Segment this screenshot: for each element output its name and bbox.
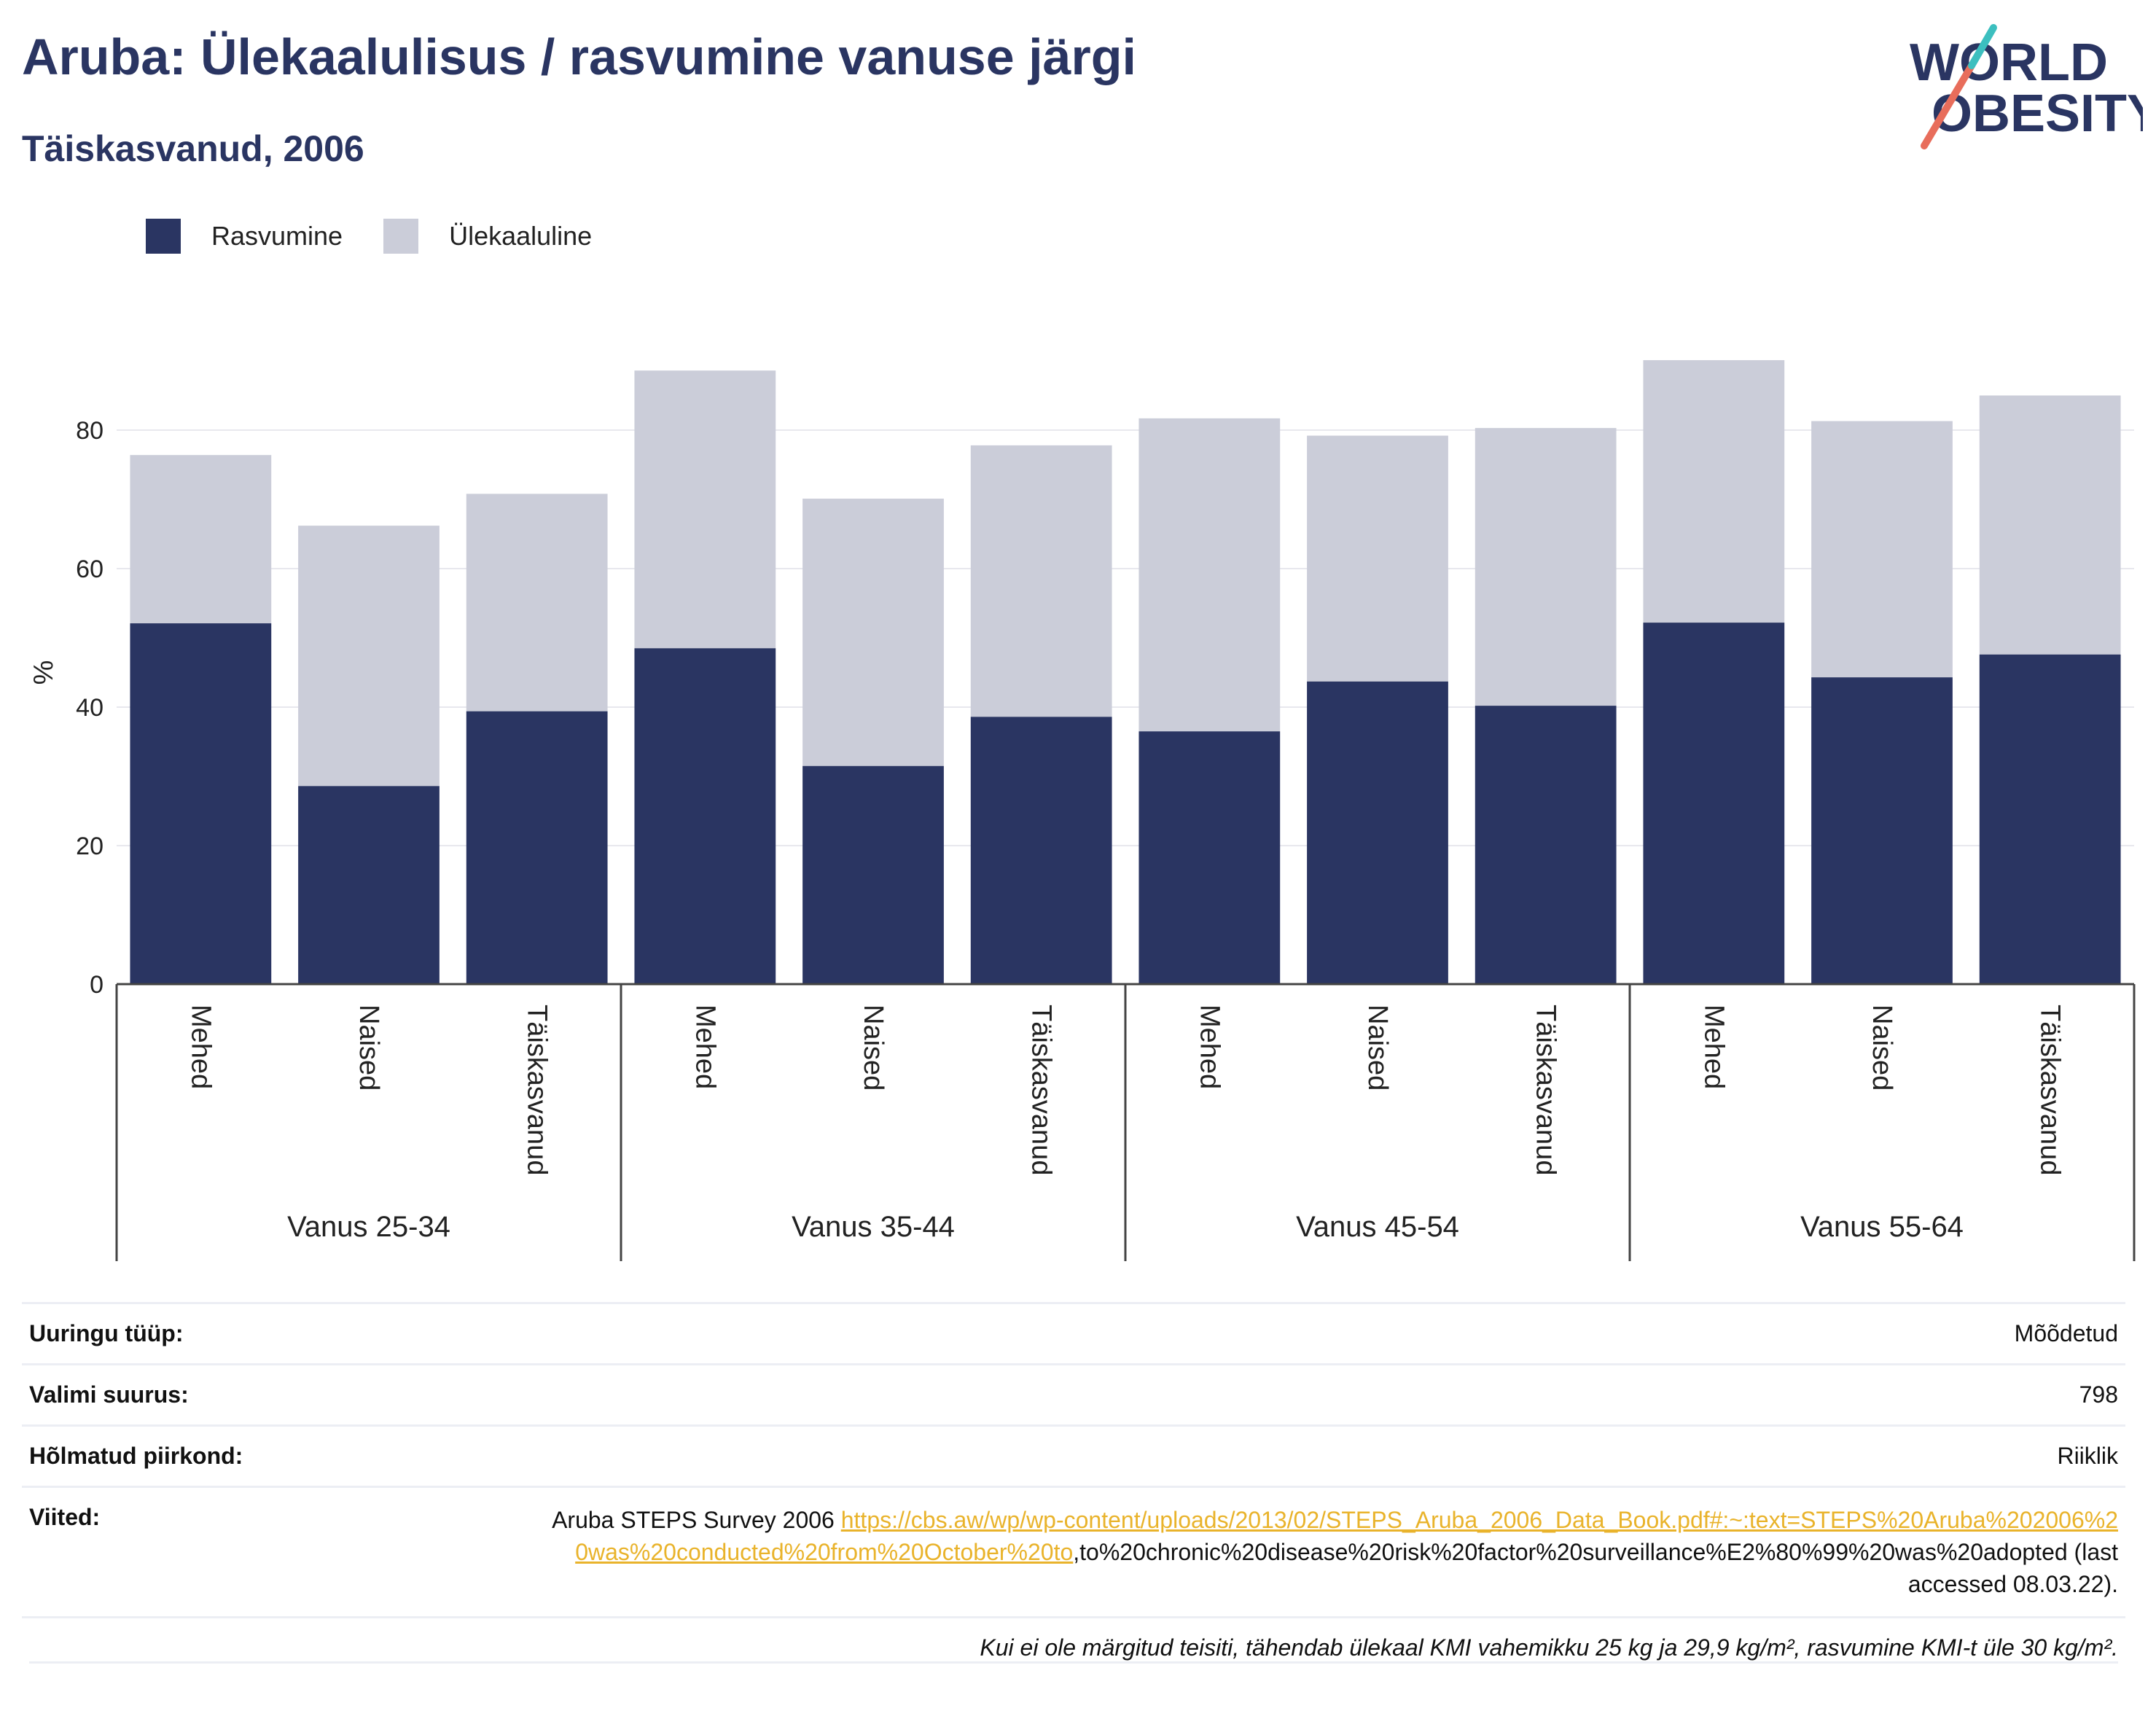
legend-label-obesity: Rasvumine: [211, 221, 343, 251]
bar-overweight: [1307, 435, 1448, 682]
references-link[interactable]: https://cbs.aw/wp/wp-content/uploads/201…: [575, 1507, 2118, 1565]
bar-obesity: [466, 711, 608, 984]
x-category-label: Naised: [858, 1005, 888, 1091]
references-prefix: Aruba STEPS Survey 2006: [552, 1507, 841, 1533]
bar-overweight: [970, 445, 1112, 717]
bar-overweight: [1811, 421, 1953, 678]
info-row-sample-size: Valimi suurus: 798: [22, 1363, 2125, 1424]
x-category-label: Naised: [1867, 1005, 1897, 1091]
x-category-label: Mehed: [185, 1005, 216, 1089]
stacked-bar-chart: 0 20 40 60 80% Mehed Naised Täiskasvanud Mehed Na…: [28, 360, 2136, 1261]
x-group-label: Vanus 45-54: [1296, 1211, 1459, 1243]
bar-obesity: [298, 786, 440, 984]
y-tick-label: 40: [76, 694, 103, 722]
area-label: Hõlmatud piirkond:: [29, 1443, 243, 1469]
bar-obesity: [1138, 731, 1281, 984]
x-category-label: Täiskasvanud: [1531, 1005, 1561, 1175]
x-category-label: Täiskasvanud: [2035, 1005, 2066, 1175]
bar-obesity: [1475, 706, 1617, 984]
y-tick-label: 80: [76, 417, 103, 445]
info-row-area: Hõlmatud piirkond: Riiklik: [22, 1424, 2125, 1486]
x-category-label: Naised: [1362, 1005, 1393, 1091]
legend-item-obesity[interactable]: Rasvumine: [146, 219, 343, 254]
bar-overweight: [634, 370, 776, 649]
x-group-label: Vanus 55-64: [1800, 1211, 1964, 1243]
page-title: Aruba: Ülekaalulisus / rasvumine vanuse …: [22, 28, 1136, 85]
bar-obesity: [1643, 623, 1785, 984]
sample-size-value: 798: [2079, 1381, 2118, 1408]
logo-line1: WORLD: [1910, 34, 2108, 92]
world-obesity-logo: WORLD OBESITY: [1895, 22, 2156, 153]
bar-overweight: [466, 494, 608, 711]
info-row-footnote: Kui ei ole märgitud teisiti, tähendab ül…: [22, 1616, 2125, 1680]
bar-overweight: [802, 499, 944, 766]
y-tick-label: 0: [90, 971, 103, 999]
bar-obesity: [970, 717, 1112, 984]
bar-obesity: [802, 765, 944, 984]
x-category-label: Mehed: [1194, 1005, 1225, 1089]
y-tick-label: 20: [76, 833, 103, 860]
sample-size-label: Valimi suurus:: [29, 1381, 189, 1408]
survey-info-table: Uuringu tüüp: Mõõdetud Valimi suurus: 79…: [22, 1302, 2125, 1680]
references-label: Viited:: [29, 1504, 101, 1530]
bar-overweight: [1475, 428, 1617, 706]
definition-footnote: Kui ei ole märgitud teisiti, tähendab ül…: [29, 1634, 2118, 1664]
bar-obesity: [1979, 654, 2121, 984]
bar-overweight: [130, 455, 272, 624]
y-tick-label: 60: [76, 555, 103, 583]
x-category-label: Täiskasvanud: [1026, 1005, 1057, 1175]
survey-type-label: Uuringu tüüp:: [29, 1320, 184, 1346]
x-category-label: Mehed: [690, 1005, 720, 1089]
x-category-label: Naised: [354, 1005, 384, 1091]
area-value: Riiklik: [2057, 1443, 2118, 1469]
bar-obesity: [1307, 681, 1448, 984]
bar-obesity: [1811, 677, 1953, 984]
references-value: Aruba STEPS Survey 2006 https://cbs.aw/w…: [551, 1504, 2118, 1600]
bar-overweight: [1138, 418, 1281, 732]
y-axis-label: %: [28, 660, 59, 685]
survey-type-value: Mõõdetud: [2014, 1320, 2118, 1346]
info-row-survey-type: Uuringu tüüp: Mõõdetud: [22, 1302, 2125, 1363]
bar-obesity: [634, 648, 776, 984]
references-suffix: ,to%20chronic%20disease%20risk%20factor%…: [1073, 1539, 2118, 1597]
page-subtitle: Täiskasvanud, 2006: [22, 128, 364, 169]
bar-overweight: [1979, 395, 2121, 655]
chart-legend: Rasvumine Ülekaaluline: [146, 219, 633, 254]
x-group-label: Vanus 35-44: [792, 1211, 955, 1243]
bar-obesity: [130, 623, 272, 984]
legend-label-overweight: Ülekaaluline: [449, 221, 593, 251]
x-category-label: Mehed: [1698, 1005, 1729, 1089]
legend-swatch-obesity: [146, 219, 181, 254]
logo-line2: OBESITY: [1932, 85, 2143, 143]
legend-item-overweight[interactable]: Ülekaaluline: [383, 219, 592, 254]
x-group-label: Vanus 25-34: [287, 1211, 450, 1243]
x-category-label: Täiskasvanud: [522, 1005, 552, 1175]
info-row-references: Viited: Aruba STEPS Survey 2006 https://…: [22, 1486, 2125, 1616]
legend-swatch-overweight: [383, 219, 419, 254]
bar-overweight: [1643, 360, 1785, 623]
bar-overweight: [298, 526, 440, 787]
